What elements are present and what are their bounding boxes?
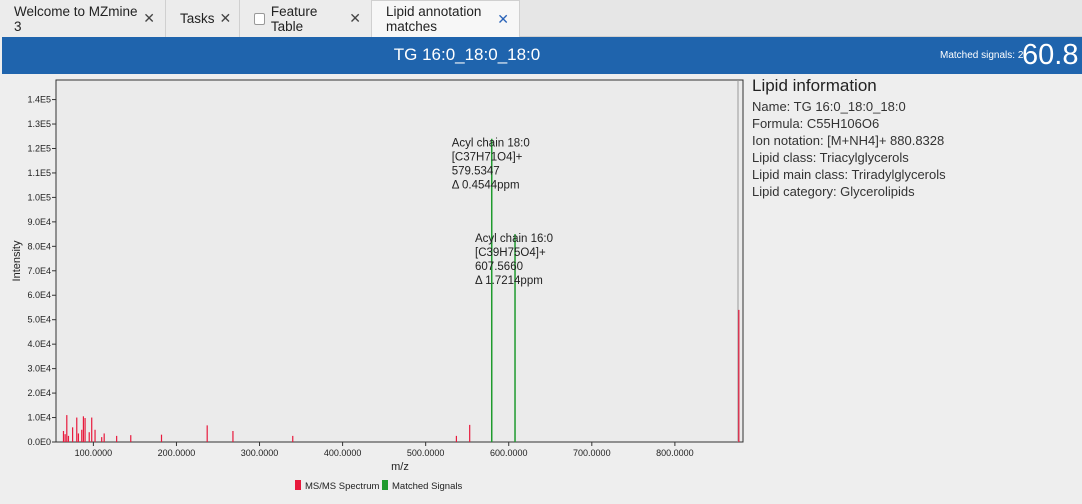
y-tick-label: 1.0E5 bbox=[27, 192, 51, 202]
spectrum-chart-container: 0.0E0 1.0E4 2.0E4 3.0E4 4.0E4 5.0E4 6.0E4 7.0E4… bbox=[0, 74, 745, 499]
lipid-formula: Formula: C55H106O6 bbox=[752, 116, 880, 131]
checkbox-icon[interactable] bbox=[254, 12, 265, 25]
x-axis-label: m/z bbox=[391, 461, 409, 473]
y-tick-label: 2.0E4 bbox=[27, 388, 51, 398]
plot-area bbox=[55, 79, 744, 443]
close-icon[interactable]: ✕ bbox=[143, 10, 155, 26]
peak-annotation-line: [C39H75O4]+ bbox=[475, 247, 546, 259]
y-tick-label: 1.3E5 bbox=[27, 119, 51, 129]
tab-label: Feature Table bbox=[270, 3, 318, 34]
x-tick-label: 700.0000 bbox=[573, 448, 611, 458]
y-tick-label: 1.0E4 bbox=[27, 413, 51, 423]
y-tick-label: 0.0E0 bbox=[27, 437, 51, 447]
lipid-category: Lipid category: Glycerolipids bbox=[752, 184, 915, 199]
y-tick-label: 8.0E4 bbox=[27, 241, 51, 251]
close-icon[interactable]: ✕ bbox=[219, 10, 232, 26]
lipid-title: TG 16:0_18:0_18:0 bbox=[393, 45, 541, 64]
y-tick-label: 1.2E5 bbox=[27, 143, 51, 153]
y-tick-label: 3.0E4 bbox=[27, 364, 51, 374]
tab-label: Tasks bbox=[180, 11, 215, 26]
lipid-info-panel: Lipid information Name: TG 16:0_18:0_18:… bbox=[752, 76, 1077, 200]
tab-welcome[interactable]: Welcome to MZmine 3 ✕ bbox=[0, 0, 166, 37]
x-tick-label: 200.0000 bbox=[158, 448, 196, 458]
y-tick-label: 6.0E4 bbox=[27, 290, 51, 300]
legend-label-msms: MS/MS Spectrum bbox=[305, 481, 380, 492]
x-tick-label: 400.0000 bbox=[324, 448, 362, 458]
peak-annotation-line: Acyl chain 18:0 bbox=[452, 138, 530, 150]
close-icon[interactable]: ✕ bbox=[497, 10, 509, 27]
x-tick-label: 300.0000 bbox=[241, 448, 279, 458]
lipid-ion-notation: Ion notation: [M+NH4]+ 880.8328 bbox=[752, 133, 945, 148]
matched-signals-label: Matched signals: 2 bbox=[940, 50, 1024, 61]
legend-swatch-msms bbox=[295, 480, 301, 490]
y-tick-label: 5.0E4 bbox=[27, 315, 51, 325]
lipid-main-class: Lipid main class: Triradylglycerols bbox=[752, 167, 946, 182]
x-tick-label: 100.0000 bbox=[75, 448, 113, 458]
legend-label-matched: Matched Signals bbox=[392, 481, 462, 492]
y-tick-label: 1.1E5 bbox=[27, 168, 51, 178]
x-tick-label: 800.0000 bbox=[656, 448, 694, 458]
tab-bar: Welcome to MZmine 3 ✕ Tasks ✕ Feature Ta… bbox=[0, 0, 1082, 37]
lipid-class: Lipid class: Triacylglycerols bbox=[752, 150, 909, 165]
match-score: 60.8 bbox=[1022, 39, 1079, 71]
peak-annotation-line: Acyl chain 16:0 bbox=[475, 233, 553, 245]
tab-feature-table[interactable]: Feature Table ✕ bbox=[240, 0, 372, 37]
y-tick-label: 1.4E5 bbox=[27, 95, 51, 105]
legend-swatch-matched bbox=[382, 480, 388, 490]
peak-annotation-line: 579.5347 bbox=[452, 166, 500, 178]
peak-annotation-line: [C37H71O4]+ bbox=[452, 152, 523, 164]
peak-annotation-line: Δ 0.4544ppm bbox=[452, 180, 520, 192]
y-tick-label: 7.0E4 bbox=[27, 266, 51, 276]
spectrum-chart[interactable]: 0.0E0 1.0E4 2.0E4 3.0E4 4.0E4 5.0E4 6.0E4 7.0E4… bbox=[0, 74, 745, 499]
x-tick-label: 500.0000 bbox=[407, 448, 445, 458]
lipid-info-heading: Lipid information bbox=[752, 76, 877, 95]
match-header: TG 16:0_18:0_18:0 Matched signals: 2 60.… bbox=[2, 37, 1082, 74]
tab-label: Welcome to MZmine 3 bbox=[14, 3, 138, 34]
y-tick-label: 9.0E4 bbox=[27, 217, 51, 227]
x-tick-label: 600.0000 bbox=[490, 448, 528, 458]
peak-annotation-line: Δ 1.7214ppm bbox=[475, 275, 543, 287]
lipid-name: Name: TG 16:0_18:0_18:0 bbox=[752, 99, 906, 114]
y-tick-label: 4.0E4 bbox=[27, 339, 51, 349]
y-axis-label: Intensity bbox=[11, 240, 23, 281]
tab-lipid-annotation-matches[interactable]: Lipid annotation matches ✕ bbox=[372, 0, 520, 37]
tab-tasks[interactable]: Tasks ✕ bbox=[166, 0, 240, 37]
close-icon[interactable]: ✕ bbox=[349, 10, 361, 26]
peak-annotation-line: 607.5660 bbox=[475, 261, 523, 273]
tab-label: Lipid annotation matches bbox=[386, 4, 482, 34]
